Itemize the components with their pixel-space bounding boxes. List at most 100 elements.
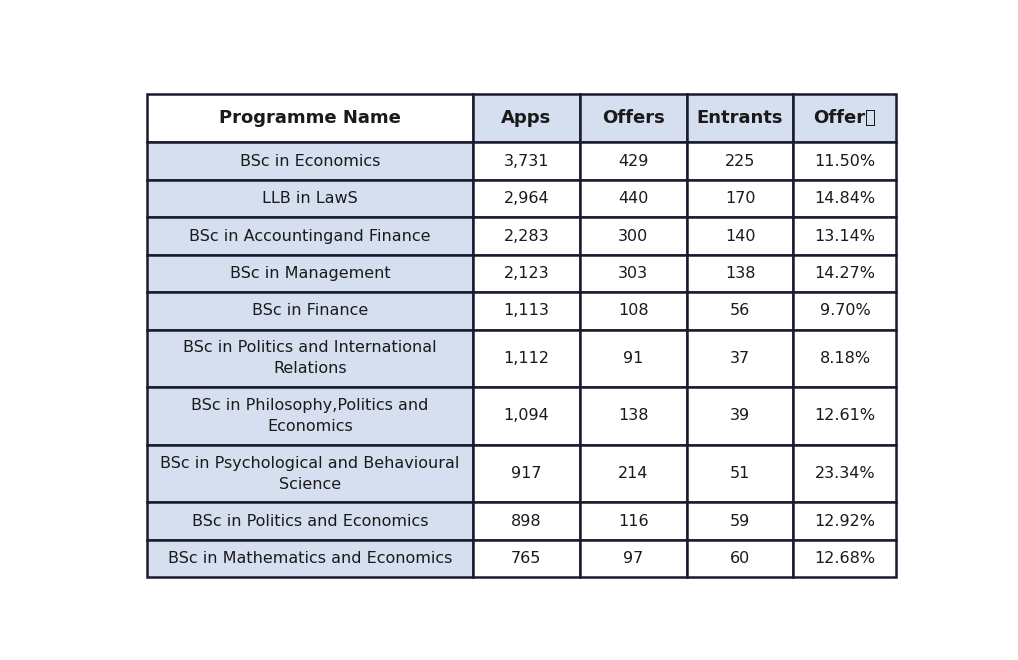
Bar xyxy=(686,445,793,502)
Bar xyxy=(473,292,580,329)
Text: 51: 51 xyxy=(730,466,750,481)
Text: Offers: Offers xyxy=(602,110,665,127)
Text: 2,964: 2,964 xyxy=(504,191,550,206)
Bar xyxy=(580,540,686,578)
Bar xyxy=(793,387,897,445)
Text: 14.84%: 14.84% xyxy=(814,191,875,206)
Bar xyxy=(473,329,580,387)
Bar xyxy=(147,445,473,502)
Text: 1,112: 1,112 xyxy=(504,351,550,366)
Bar xyxy=(473,180,580,217)
Bar xyxy=(473,502,580,540)
Text: 1,094: 1,094 xyxy=(504,409,550,424)
Text: BSc in Management: BSc in Management xyxy=(230,266,390,281)
Text: 898: 898 xyxy=(511,513,542,529)
Text: Offer率: Offer率 xyxy=(813,110,876,127)
Bar xyxy=(686,217,793,255)
Text: 23.34%: 23.34% xyxy=(814,466,875,481)
Bar xyxy=(580,502,686,540)
Bar xyxy=(793,540,897,578)
Bar xyxy=(686,502,793,540)
Text: 429: 429 xyxy=(618,154,648,169)
Bar xyxy=(686,255,793,292)
Text: 39: 39 xyxy=(730,409,750,424)
Text: 97: 97 xyxy=(623,551,643,566)
Text: 2,283: 2,283 xyxy=(504,228,550,244)
Bar xyxy=(473,540,580,578)
Text: LLB in LawS: LLB in LawS xyxy=(262,191,358,206)
Text: Programme Name: Programme Name xyxy=(219,110,401,127)
Text: BSc in Accountingand Finance: BSc in Accountingand Finance xyxy=(189,228,431,244)
Text: 917: 917 xyxy=(511,466,542,481)
Bar xyxy=(686,180,793,217)
Text: 300: 300 xyxy=(618,228,648,244)
Bar xyxy=(580,217,686,255)
Bar xyxy=(580,143,686,180)
Text: 56: 56 xyxy=(730,304,750,318)
Bar xyxy=(793,255,897,292)
Bar xyxy=(686,329,793,387)
Bar xyxy=(793,292,897,329)
Bar xyxy=(686,387,793,445)
Bar xyxy=(686,292,793,329)
Text: 14.27%: 14.27% xyxy=(814,266,875,281)
Text: 3,731: 3,731 xyxy=(504,154,549,169)
Text: BSc in Psychological and Behavioural
Science: BSc in Psychological and Behavioural Sci… xyxy=(160,455,460,492)
Bar xyxy=(793,445,897,502)
Text: 138: 138 xyxy=(618,409,648,424)
Bar xyxy=(793,94,897,143)
Bar xyxy=(793,143,897,180)
Text: 9.70%: 9.70% xyxy=(819,304,870,318)
Bar xyxy=(473,387,580,445)
Text: 12.61%: 12.61% xyxy=(814,409,875,424)
Text: 12.92%: 12.92% xyxy=(814,513,875,529)
Bar xyxy=(473,143,580,180)
Text: 225: 225 xyxy=(725,154,755,169)
Bar xyxy=(473,217,580,255)
Text: 138: 138 xyxy=(725,266,755,281)
Bar xyxy=(793,217,897,255)
Text: 765: 765 xyxy=(511,551,542,566)
Text: 2,123: 2,123 xyxy=(504,266,550,281)
Text: 214: 214 xyxy=(618,466,648,481)
Text: BSc in Politics and International
Relations: BSc in Politics and International Relati… xyxy=(183,341,437,376)
Text: 108: 108 xyxy=(618,304,648,318)
Text: 303: 303 xyxy=(618,266,648,281)
Bar xyxy=(147,387,473,445)
Bar xyxy=(793,502,897,540)
Bar xyxy=(147,540,473,578)
Text: BSc in Finance: BSc in Finance xyxy=(251,304,369,318)
Bar xyxy=(580,255,686,292)
Bar xyxy=(147,329,473,387)
Bar xyxy=(147,292,473,329)
Text: Apps: Apps xyxy=(501,110,552,127)
Bar xyxy=(686,540,793,578)
Text: 8.18%: 8.18% xyxy=(819,351,870,366)
Bar xyxy=(793,329,897,387)
Text: 60: 60 xyxy=(730,551,750,566)
Bar xyxy=(147,502,473,540)
Bar xyxy=(147,255,473,292)
Text: BSc in Economics: BSc in Economics xyxy=(240,154,380,169)
Bar xyxy=(580,445,686,502)
Text: 440: 440 xyxy=(618,191,648,206)
Text: Entrants: Entrants xyxy=(696,110,783,127)
Bar xyxy=(580,329,686,387)
Bar xyxy=(686,143,793,180)
Text: 37: 37 xyxy=(730,351,750,366)
Text: 11.50%: 11.50% xyxy=(814,154,875,169)
Text: 116: 116 xyxy=(618,513,648,529)
Bar xyxy=(793,180,897,217)
Bar xyxy=(580,292,686,329)
Bar xyxy=(686,94,793,143)
Text: 13.14%: 13.14% xyxy=(814,228,875,244)
Bar xyxy=(147,143,473,180)
Text: 12.68%: 12.68% xyxy=(814,551,875,566)
Bar xyxy=(147,217,473,255)
Bar xyxy=(473,255,580,292)
Text: BSc in Philosophy,Politics and
Economics: BSc in Philosophy,Politics and Economics xyxy=(191,398,429,434)
Text: 1,113: 1,113 xyxy=(504,304,550,318)
Text: BSc in Mathematics and Economics: BSc in Mathematics and Economics xyxy=(168,551,452,566)
Text: 140: 140 xyxy=(725,228,755,244)
Bar xyxy=(580,94,686,143)
